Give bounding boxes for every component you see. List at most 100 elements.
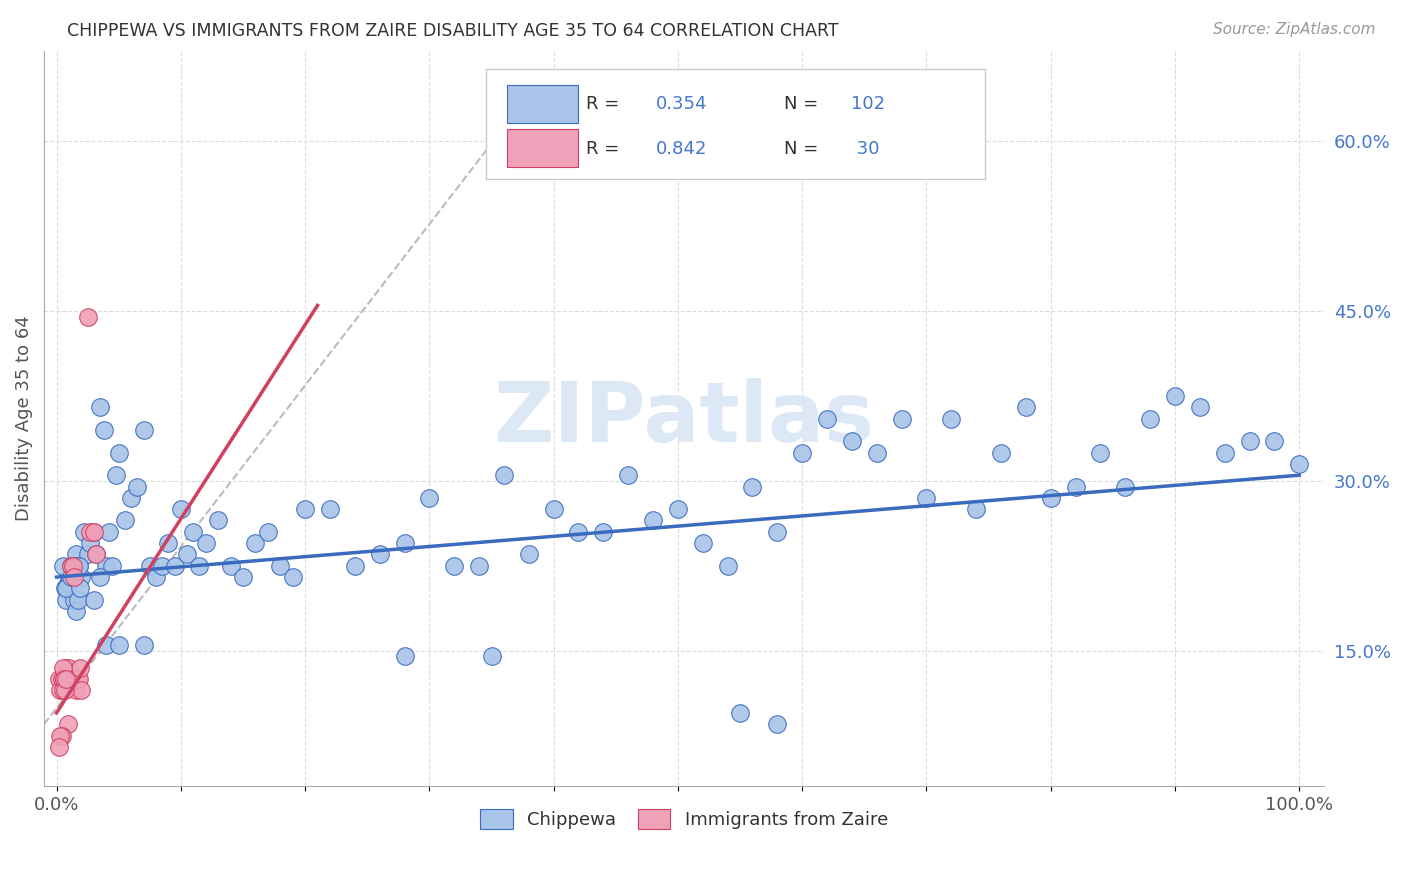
Point	[65, 683, 87, 698]
Point	[866, 445, 889, 459]
Point	[53, 672, 76, 686]
Point	[232, 570, 254, 584]
Point	[49, 683, 72, 698]
Point	[83, 524, 105, 539]
Point	[70, 570, 93, 584]
Point	[58, 575, 80, 590]
Point	[53, 582, 76, 596]
Point	[567, 524, 589, 539]
Point	[63, 558, 86, 573]
Point	[692, 128, 714, 143]
Point	[65, 548, 87, 562]
Point	[281, 570, 304, 584]
Point	[107, 638, 129, 652]
Point	[481, 649, 503, 664]
Point	[157, 536, 180, 550]
Point	[55, 582, 77, 596]
Point	[890, 411, 912, 425]
Text: 0.842: 0.842	[657, 139, 707, 158]
Point	[48, 672, 70, 686]
Point	[120, 491, 142, 505]
Point	[741, 479, 763, 493]
Point	[114, 513, 136, 527]
Point	[368, 548, 391, 562]
Point	[89, 570, 111, 584]
Point	[56, 717, 79, 731]
Point	[70, 683, 93, 698]
FancyBboxPatch shape	[508, 85, 578, 123]
Point	[55, 672, 77, 686]
Point	[188, 558, 211, 573]
Point	[728, 706, 751, 720]
Point	[53, 672, 76, 686]
Point	[56, 575, 79, 590]
Point	[76, 310, 98, 324]
Point	[67, 558, 90, 573]
Text: R =: R =	[585, 95, 624, 113]
Point	[49, 729, 72, 743]
Point	[1139, 411, 1161, 425]
Point	[1015, 401, 1038, 415]
Point	[641, 513, 664, 527]
Point	[841, 434, 863, 449]
Point	[443, 558, 465, 573]
Point	[617, 468, 640, 483]
Text: CHIPPEWA VS IMMIGRANTS FROM ZAIRE DISABILITY AGE 35 TO 64 CORRELATION CHART: CHIPPEWA VS IMMIGRANTS FROM ZAIRE DISABI…	[67, 22, 839, 40]
Point	[1090, 445, 1112, 459]
Point	[127, 479, 149, 493]
Point	[692, 536, 714, 550]
Point	[66, 672, 89, 686]
Point	[73, 524, 96, 539]
Point	[394, 536, 416, 550]
Point	[67, 558, 90, 573]
Point	[62, 558, 84, 573]
Point	[58, 660, 80, 674]
Point	[1064, 479, 1087, 493]
Point	[965, 502, 987, 516]
Point	[543, 502, 565, 516]
FancyBboxPatch shape	[485, 69, 986, 179]
Point	[219, 558, 242, 573]
Point	[176, 548, 198, 562]
Point	[105, 468, 128, 483]
Point	[343, 558, 366, 573]
Point	[83, 524, 105, 539]
Point	[145, 570, 167, 584]
Point	[60, 570, 83, 584]
Point	[93, 423, 115, 437]
Point	[55, 660, 77, 674]
Point	[97, 524, 120, 539]
Point	[60, 558, 83, 573]
Point	[52, 683, 75, 698]
Point	[53, 672, 76, 686]
Point	[53, 683, 76, 698]
Point	[394, 649, 416, 664]
Point	[79, 536, 101, 550]
Point	[89, 401, 111, 415]
Point	[941, 411, 963, 425]
Point	[139, 558, 162, 573]
Point	[170, 502, 193, 516]
Point	[48, 739, 70, 754]
Point	[1188, 401, 1211, 415]
Point	[63, 570, 86, 584]
Point	[181, 524, 204, 539]
Point	[592, 524, 614, 539]
Point	[1239, 434, 1261, 449]
Point	[1213, 445, 1236, 459]
Point	[52, 660, 75, 674]
Legend: Chippewa, Immigrants from Zaire: Chippewa, Immigrants from Zaire	[472, 802, 896, 837]
Point	[517, 548, 540, 562]
Point	[84, 548, 107, 562]
Text: R =: R =	[585, 139, 624, 158]
Point	[69, 582, 91, 596]
Point	[55, 592, 77, 607]
Point	[56, 672, 79, 686]
Point	[83, 592, 105, 607]
Point	[319, 502, 342, 516]
Text: 30: 30	[851, 139, 879, 158]
Point	[269, 558, 291, 573]
Point	[101, 558, 124, 573]
Point	[69, 660, 91, 674]
Point	[492, 468, 515, 483]
